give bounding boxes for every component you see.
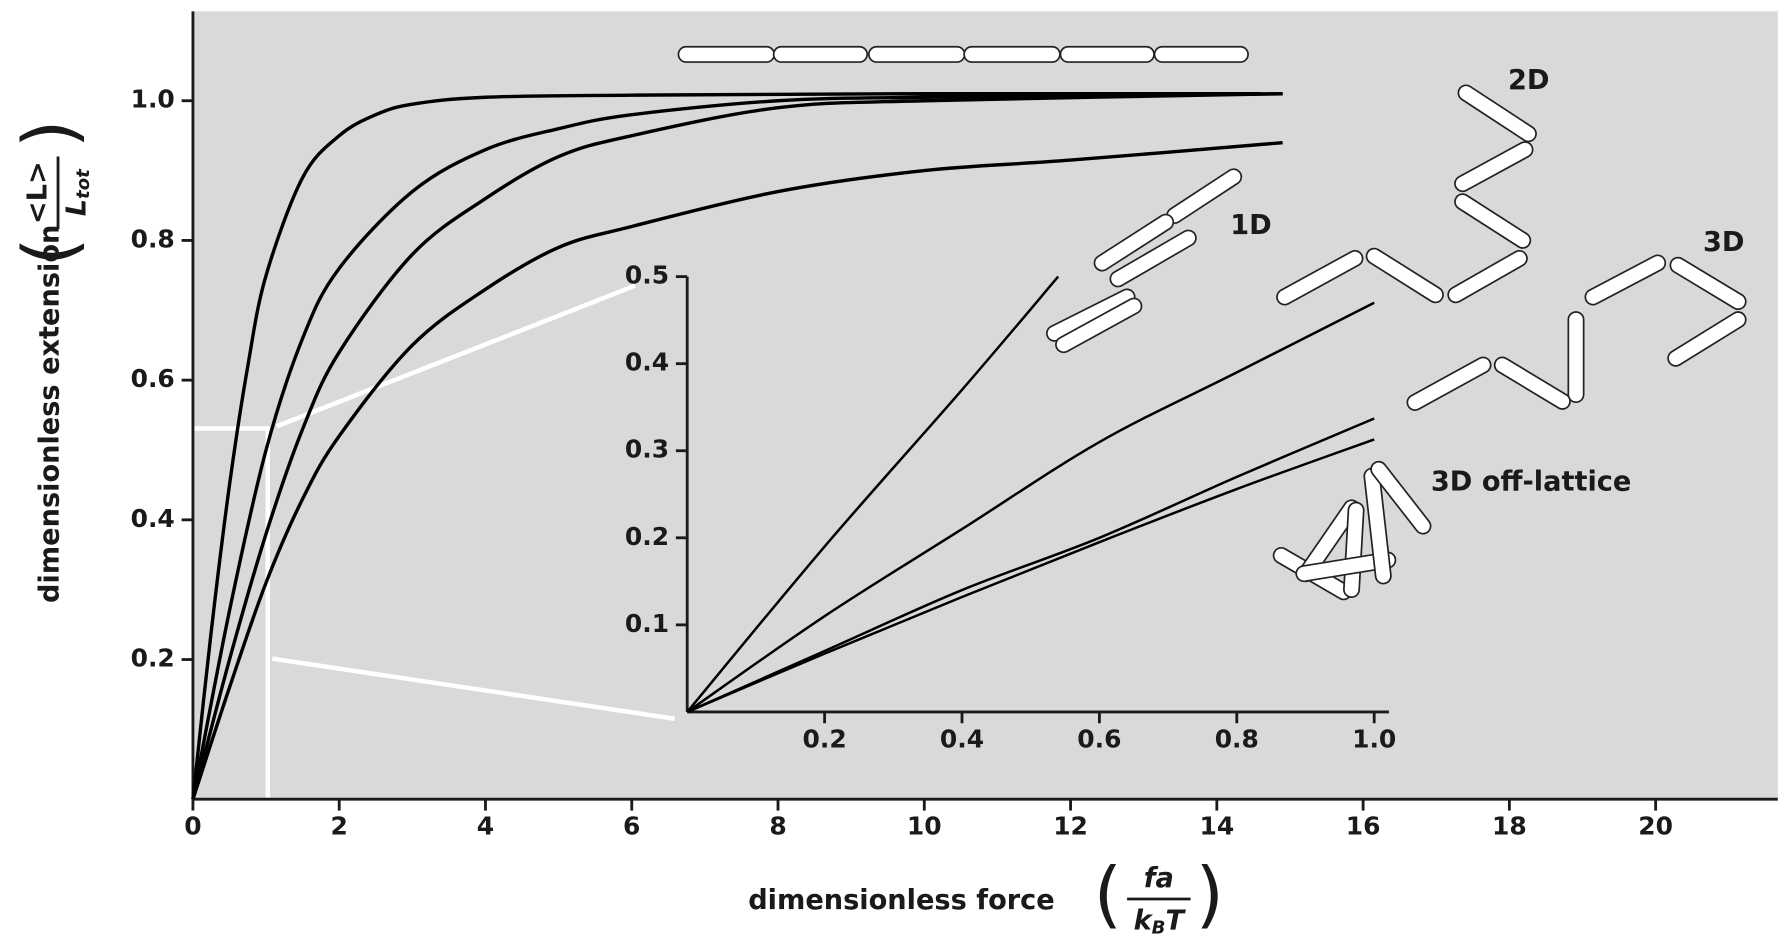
x-tick-label: 14	[1199, 812, 1234, 841]
x-formula: ( ) fa kBT	[1094, 853, 1224, 938]
formula-numerator: fa	[1144, 863, 1174, 894]
x-tick-label: 8	[769, 812, 786, 841]
x-tick-label: 20	[1638, 812, 1673, 841]
x-tick-label: 0.2	[803, 724, 847, 753]
paren: (	[9, 238, 93, 266]
segment	[1352, 510, 1357, 589]
x-tick-label: 2	[331, 812, 348, 841]
x-tick-label: 4	[477, 812, 494, 841]
formula-denominator: kBT	[1134, 905, 1187, 938]
y-tick-label: 0.1	[625, 609, 669, 638]
y-tick-label: 0.5	[625, 261, 669, 290]
paren: )	[9, 120, 93, 148]
y-tick-label: 0.4	[625, 348, 669, 377]
y-axis-title: dimensionless extension	[35, 225, 66, 603]
x-tick-label: 1.0	[1352, 724, 1396, 753]
x-tick-label: 18	[1492, 812, 1527, 841]
x-tick-label: 0.8	[1215, 724, 1259, 753]
series-label: 3D	[1703, 227, 1745, 258]
y-formula: ( ) <L> Ltot	[9, 120, 94, 266]
y-tick-label: 0.6	[131, 364, 175, 393]
y-tick-label: 0.2	[625, 522, 669, 551]
y-tick-label: 0.4	[131, 504, 175, 533]
paren: )	[1196, 853, 1224, 937]
x-tick-label: 0	[184, 812, 201, 841]
x-tick-label: 0.4	[940, 724, 984, 753]
subscript: tot	[73, 168, 94, 199]
subscript: B	[1152, 917, 1166, 938]
denominator: L	[61, 199, 92, 216]
page: dimensionless extension ( ) <L> Ltot dim…	[0, 0, 1778, 950]
formula-denominator: Ltot	[61, 168, 94, 216]
x-tick-label: 0.6	[1077, 724, 1121, 753]
denominator-tail: T	[1165, 905, 1186, 936]
x-tick-label: 6	[623, 812, 640, 841]
series-label: 1D	[1230, 210, 1272, 241]
y-tick-label: 1.0	[131, 85, 175, 114]
denominator: k	[1134, 905, 1154, 936]
x-tick-label: 16	[1346, 812, 1381, 841]
y-tick-label: 0.8	[131, 224, 175, 253]
y-tick-label: 0.3	[625, 435, 669, 464]
chart: dimensionless extension ( ) <L> Ltot dim…	[0, 0, 1778, 950]
x-label: dimensionless force	[748, 885, 1055, 916]
formula-numerator: <L>	[22, 161, 53, 224]
y-tick-label: 0.2	[131, 644, 175, 673]
y-label: dimensionless extension	[35, 225, 66, 603]
series-label: 3D off-lattice	[1431, 466, 1631, 497]
series-label: 2D	[1508, 65, 1550, 96]
x-tick-label: 12	[1053, 812, 1088, 841]
paren: (	[1094, 853, 1122, 937]
x-tick-label: 10	[907, 812, 942, 841]
